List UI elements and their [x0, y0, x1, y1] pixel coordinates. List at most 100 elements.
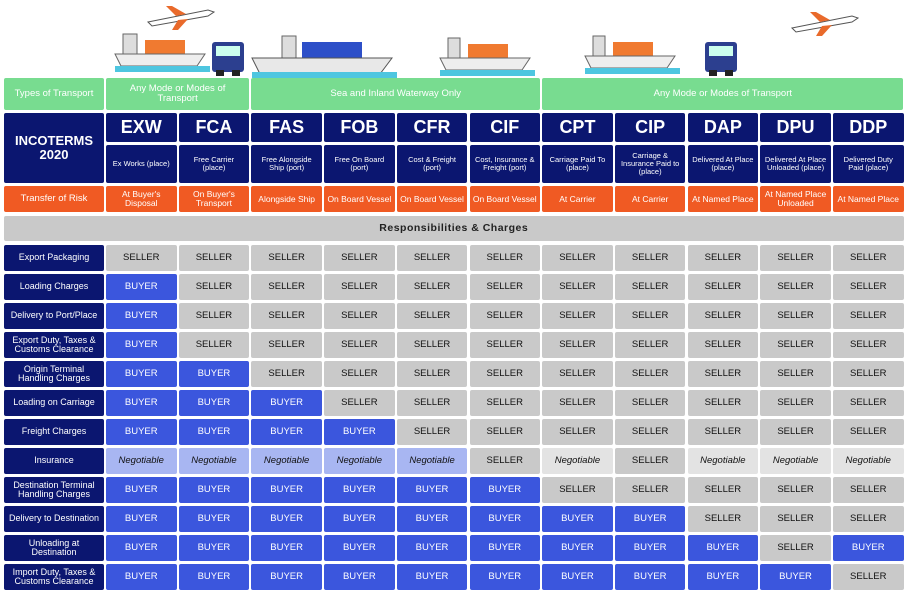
term-description: Delivered At Place (place): [687, 145, 759, 183]
responsibility-cell: SELLER: [687, 506, 759, 532]
transfer-of-risk: Alongside Ship: [251, 186, 322, 212]
responsibility-cell: BUYER: [106, 361, 177, 387]
responsibility-cell: SELLER: [833, 361, 904, 387]
responsibility-cell: SELLER: [614, 477, 686, 503]
responsibility-cell: BUYER: [833, 535, 904, 561]
responsibility-cell: SELLER: [178, 245, 250, 271]
responsibility-cell: SELLER: [614, 303, 686, 329]
responsibility-cell: BUYER: [469, 564, 540, 590]
responsibility-cell: SELLER: [469, 303, 540, 329]
transfer-of-risk: On Board Vessel: [396, 186, 468, 212]
responsibility-cell: SELLER: [396, 274, 468, 300]
responsibility-cell: SELLER: [542, 303, 613, 329]
transfer-of-risk: On Board Vessel: [324, 186, 395, 212]
responsibility-cell: BUYER: [251, 477, 322, 503]
responsibility-cell: SELLER: [469, 361, 540, 387]
plane: [790, 12, 860, 36]
term-code: CIF: [469, 113, 540, 142]
responsibility-cell: SELLER: [760, 419, 831, 445]
responsibility-cell: Negotiable: [760, 448, 831, 474]
term-code: DDP: [833, 113, 904, 142]
row-label: Origin Terminal Handling Charges: [4, 361, 104, 387]
responsibility-cell: SELLER: [178, 274, 250, 300]
responsibility-cell: SELLER: [324, 332, 395, 358]
responsibility-cell: BUYER: [106, 332, 177, 358]
transfer-of-risk: At Named Place: [687, 186, 759, 212]
term-code: CPT: [542, 113, 613, 142]
ship: [114, 33, 210, 72]
section-title: Responsibilities & Charges: [4, 216, 904, 241]
responsibility-cell: SELLER: [251, 361, 322, 387]
responsibility-cell: BUYER: [106, 419, 177, 445]
row-label: Delivery to Destination: [4, 506, 104, 532]
responsibility-cell: BUYER: [396, 535, 468, 561]
responsibility-cell: BUYER: [324, 419, 395, 445]
transfer-of-risk: At Named Place: [833, 186, 904, 212]
responsibility-cell: SELLER: [760, 245, 831, 271]
responsibility-cell: SELLER: [542, 477, 613, 503]
responsibility-cell: BUYER: [106, 564, 177, 590]
row-label: Destination Terminal Handling Charges: [4, 477, 104, 503]
responsibility-cell: BUYER: [396, 564, 468, 590]
ship: [439, 37, 535, 76]
responsibility-cell: BUYER: [614, 564, 686, 590]
term-description: Free Alongside Ship (port): [251, 145, 322, 183]
responsibility-cell: Negotiable: [324, 448, 395, 474]
term-description: Free On Board (port): [324, 145, 395, 183]
responsibility-cell: SELLER: [396, 332, 468, 358]
responsibility-cell: SELLER: [178, 303, 250, 329]
row-label: Export Packaging: [4, 245, 104, 271]
responsibility-cell: SELLER: [760, 535, 831, 561]
responsibility-cell: SELLER: [542, 332, 613, 358]
responsibility-cell: Negotiable: [178, 448, 250, 474]
container-ship: [251, 35, 397, 78]
transport-illustrations: [114, 6, 860, 78]
responsibility-cell: SELLER: [396, 303, 468, 329]
responsibility-cell: SELLER: [178, 332, 250, 358]
truck: [212, 42, 244, 76]
responsibility-cell: SELLER: [324, 245, 395, 271]
term-description: Carriage & Insurance Paid to (place): [614, 145, 686, 183]
row-label: Loading on Carriage: [4, 390, 104, 416]
responsibility-cell: BUYER: [687, 564, 759, 590]
responsibility-cell: BUYER: [251, 535, 322, 561]
responsibility-cell: BUYER: [542, 535, 613, 561]
transfer-of-risk: On Board Vessel: [469, 186, 540, 212]
responsibility-cell: BUYER: [106, 535, 177, 561]
responsibility-cell: SELLER: [760, 274, 831, 300]
transfer-of-risk: At Buyer's Disposal: [106, 186, 177, 212]
responsibility-cell: SELLER: [542, 361, 613, 387]
responsibility-cell: SELLER: [833, 390, 904, 416]
term-description: Cost & Freight (port): [396, 145, 468, 183]
responsibility-cell: SELLER: [833, 245, 904, 271]
responsibility-cell: SELLER: [687, 303, 759, 329]
row-label: Export Duty, Taxes & Customs Clearance: [4, 332, 104, 358]
term-description: Ex Works (place): [106, 145, 177, 183]
responsibility-cell: SELLER: [614, 245, 686, 271]
responsibility-cell: BUYER: [469, 477, 540, 503]
responsibility-cell: SELLER: [687, 390, 759, 416]
responsibility-cell: BUYER: [178, 506, 250, 532]
transport-group: Sea and Inland Waterway Only: [251, 78, 540, 110]
row-label: Freight Charges: [4, 419, 104, 445]
responsibility-cell: BUYER: [396, 506, 468, 532]
incoterms-title: INCOTERMS 2020: [4, 113, 104, 183]
responsibility-cell: SELLER: [614, 361, 686, 387]
responsibility-cell: BUYER: [469, 535, 540, 561]
responsibility-cell: SELLER: [760, 477, 831, 503]
responsibility-cell: SELLER: [324, 361, 395, 387]
responsibility-cell: BUYER: [106, 506, 177, 532]
responsibility-cell: BUYER: [178, 419, 250, 445]
responsibility-cell: BUYER: [324, 535, 395, 561]
responsibility-cell: BUYER: [106, 274, 177, 300]
term-code: FOB: [324, 113, 395, 142]
term-description: Delivered At Place Unloaded (place): [760, 145, 831, 183]
responsibility-cell: SELLER: [833, 419, 904, 445]
responsibility-cell: Negotiable: [687, 448, 759, 474]
responsibility-cell: Negotiable: [106, 448, 177, 474]
term-code: CIP: [614, 113, 686, 142]
responsibility-cell: SELLER: [687, 477, 759, 503]
term-description: Carriage Paid To (place): [542, 145, 613, 183]
responsibility-cell: SELLER: [833, 274, 904, 300]
